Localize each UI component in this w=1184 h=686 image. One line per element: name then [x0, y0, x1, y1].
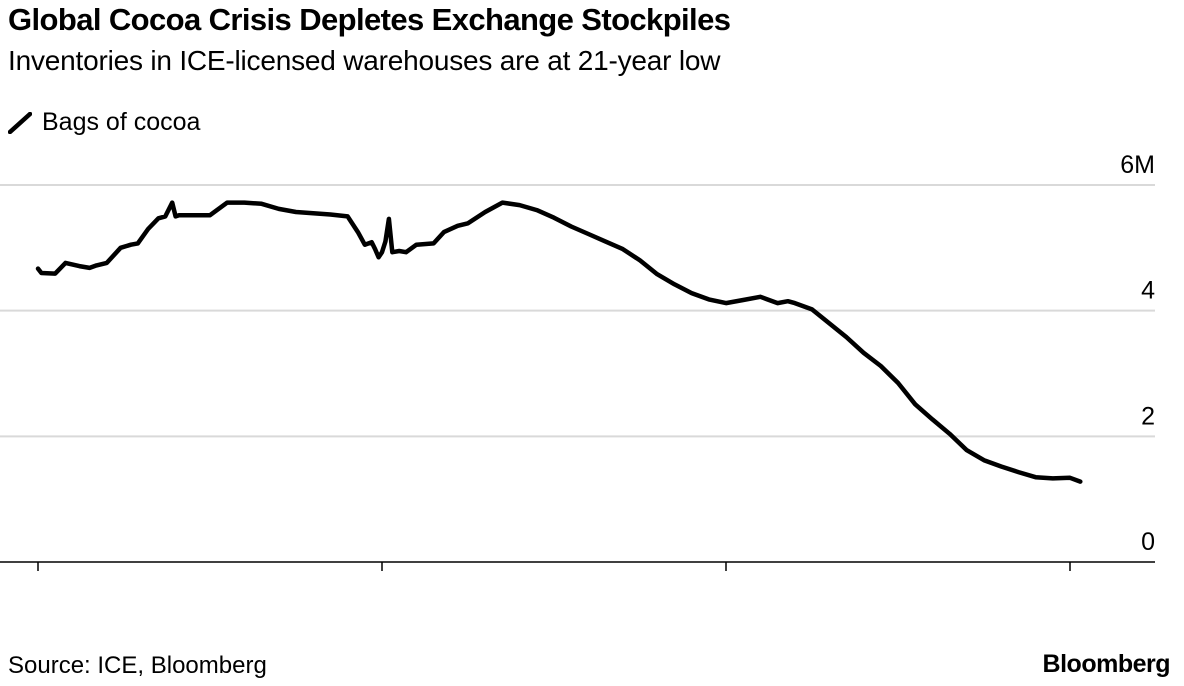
x-tick-label: 2025	[1042, 589, 1098, 590]
legend-label: Bags of cocoa	[42, 108, 201, 136]
y-tick-label: 2	[1141, 402, 1155, 430]
x-tick-label: 2024	[698, 589, 754, 590]
legend: Bags of cocoa	[8, 108, 200, 137]
line-chart: 0 2 4 6M 2022 2023 2024 2025	[0, 151, 1155, 590]
y-tick-label: 6M	[1120, 151, 1155, 179]
series-line	[35, 200, 1083, 484]
bloomberg-logo: Bloomberg	[1042, 650, 1171, 678]
chart-title: Global Cocoa Crisis Depletes Exchange St…	[8, 2, 731, 37]
y-tick-label: 4	[1141, 277, 1155, 305]
source-note: Source: ICE, Bloomberg	[8, 652, 267, 679]
x-tick-label: 2023	[354, 589, 410, 590]
chart-subtitle: Inventories in ICE-licensed warehouses a…	[8, 45, 721, 76]
y-tick-label: 0	[1141, 528, 1155, 556]
legend-line-icon	[8, 111, 32, 134]
x-tick-label: 2022	[10, 589, 66, 590]
